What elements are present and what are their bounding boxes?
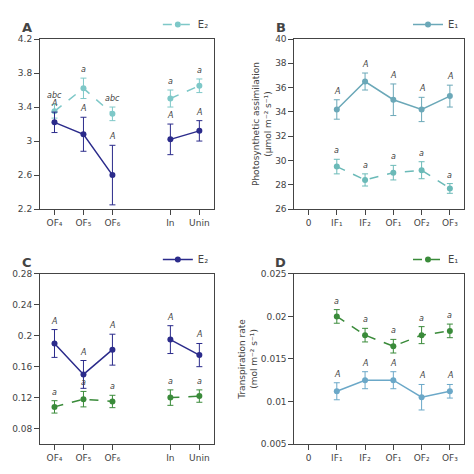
- svg-text:a: a: [168, 377, 173, 386]
- svg-text:a: a: [334, 297, 339, 306]
- svg-text:2.2: 2.2: [18, 204, 32, 214]
- svg-text:0.28: 0.28: [12, 269, 32, 279]
- svg-text:30: 30: [275, 156, 287, 166]
- svg-text:OF₄: OF₄: [47, 453, 63, 463]
- svg-text:In: In: [166, 218, 174, 228]
- svg-text:Unin: Unin: [189, 453, 210, 463]
- svg-text:38: 38: [275, 58, 287, 68]
- svg-text:a: a: [81, 65, 86, 74]
- svg-text:0.12: 0.12: [12, 393, 32, 403]
- svg-text:A: A: [109, 132, 115, 141]
- svg-text:OF₅: OF₅: [76, 453, 92, 463]
- svg-text:a: a: [197, 66, 202, 75]
- svg-text:0: 0: [306, 453, 312, 463]
- svg-text:A: A: [390, 359, 396, 368]
- svg-text:OF₅: OF₅: [76, 218, 92, 228]
- svg-text:Transpiration rate(mol m⁻² s⁻¹: Transpiration rate(mol m⁻² s⁻¹): [237, 319, 259, 400]
- svg-text:OF₂: OF₂: [414, 453, 430, 463]
- svg-text:OF₁: OF₁: [385, 453, 401, 463]
- svg-text:a: a: [391, 326, 396, 335]
- svg-text:a: a: [419, 149, 424, 158]
- svg-text:A: A: [419, 371, 425, 380]
- svg-text:a: a: [110, 382, 115, 391]
- svg-text:A: A: [80, 104, 86, 113]
- svg-text:0.005: 0.005: [261, 439, 287, 449]
- svg-text:E₁: E₁: [448, 254, 458, 265]
- svg-text:A: A: [196, 330, 202, 339]
- svg-text:a: a: [363, 161, 368, 170]
- svg-text:0.01: 0.01: [267, 397, 287, 407]
- svg-text:0.02: 0.02: [267, 312, 287, 322]
- svg-text:a: a: [334, 146, 339, 155]
- svg-text:OF₂: OF₂: [414, 218, 430, 228]
- svg-text:IF₂: IF₂: [359, 218, 371, 228]
- svg-text:a: a: [447, 171, 452, 180]
- svg-text:abc: abc: [105, 94, 120, 103]
- svg-text:A: A: [362, 60, 368, 69]
- svg-text:A: A: [447, 371, 453, 380]
- svg-text:E₁: E₁: [448, 19, 458, 30]
- svg-text:OF₃: OF₃: [442, 453, 458, 463]
- svg-text:E₂: E₂: [198, 254, 208, 265]
- svg-text:A: A: [167, 313, 173, 322]
- svg-text:In: In: [166, 453, 174, 463]
- svg-text:2.6: 2.6: [18, 170, 33, 180]
- svg-text:a: a: [391, 152, 396, 161]
- svg-text:26: 26: [275, 204, 287, 214]
- svg-text:a: a: [197, 377, 202, 386]
- svg-text:OF₆: OF₆: [104, 218, 120, 228]
- svg-text:34: 34: [275, 107, 287, 117]
- svg-text:a: a: [81, 378, 86, 387]
- svg-text:A: A: [51, 317, 57, 326]
- svg-text:OF₆: OF₆: [104, 453, 120, 463]
- svg-text:a: a: [363, 315, 368, 324]
- svg-text:a: a: [447, 311, 452, 320]
- svg-text:A: A: [362, 359, 368, 368]
- svg-text:a: a: [419, 314, 424, 323]
- svg-text:Unin: Unin: [189, 218, 210, 228]
- svg-text:28: 28: [275, 180, 287, 190]
- svg-text:C: C: [22, 255, 32, 270]
- svg-text:0.16: 0.16: [12, 362, 32, 372]
- svg-text:0.24: 0.24: [12, 300, 32, 310]
- svg-text:IF₁: IF₁: [331, 218, 343, 228]
- svg-text:0.015: 0.015: [261, 354, 287, 364]
- svg-text:Photosynthetic assimilation(μm: Photosynthetic assimilation(μmol m⁻² s⁻¹…: [251, 62, 273, 186]
- svg-text:0: 0: [306, 218, 312, 228]
- svg-text:3: 3: [26, 136, 32, 146]
- svg-text:IF₂: IF₂: [359, 453, 371, 463]
- svg-text:IF₁: IF₁: [331, 453, 343, 463]
- svg-text:OF₁: OF₁: [385, 218, 401, 228]
- svg-text:A: A: [109, 321, 115, 330]
- svg-text:A: A: [419, 84, 425, 93]
- svg-text:40: 40: [275, 34, 287, 44]
- svg-text:0.2: 0.2: [18, 331, 32, 341]
- svg-text:0.08: 0.08: [12, 424, 32, 434]
- svg-text:OF₄: OF₄: [47, 218, 63, 228]
- svg-text:A: A: [22, 20, 32, 35]
- svg-text:a: a: [52, 388, 57, 397]
- svg-text:4.2: 4.2: [18, 34, 32, 44]
- svg-text:E₂: E₂: [198, 19, 208, 30]
- svg-text:A: A: [167, 111, 173, 120]
- svg-text:3.8: 3.8: [18, 68, 33, 78]
- svg-text:32: 32: [275, 131, 286, 141]
- svg-text:A: A: [196, 108, 202, 117]
- svg-text:A: A: [447, 72, 453, 81]
- svg-text:D: D: [275, 255, 286, 270]
- svg-text:abc: abc: [47, 91, 62, 100]
- svg-text:A: A: [334, 370, 340, 379]
- svg-text:A: A: [334, 87, 340, 96]
- svg-text:3.4: 3.4: [18, 102, 33, 112]
- svg-text:36: 36: [275, 83, 287, 93]
- svg-text:B: B: [276, 20, 286, 35]
- svg-text:a: a: [168, 77, 173, 86]
- svg-text:0.025: 0.025: [261, 269, 287, 279]
- svg-text:A: A: [80, 348, 86, 357]
- svg-text:A: A: [51, 99, 57, 108]
- svg-text:OF₃: OF₃: [442, 218, 458, 228]
- svg-text:A: A: [390, 71, 396, 80]
